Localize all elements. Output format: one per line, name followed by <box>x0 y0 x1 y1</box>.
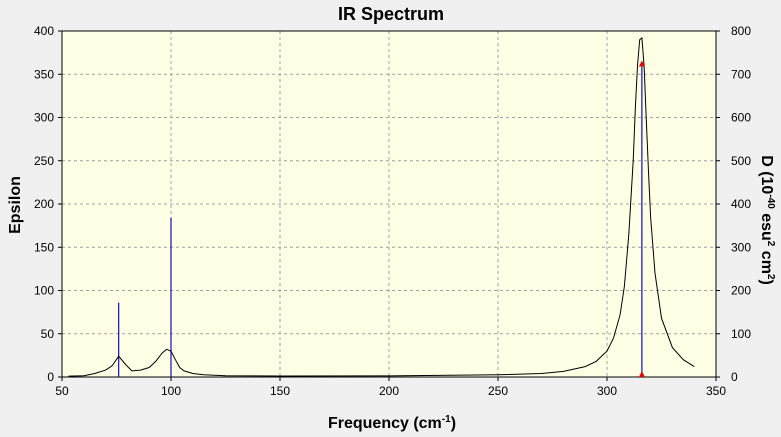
y2-tick-label: 700 <box>731 67 751 81</box>
y2-tick-label: 200 <box>731 284 751 298</box>
peak-marker-top <box>638 60 645 67</box>
x-tick-label: 150 <box>270 384 290 398</box>
peak-markers <box>638 60 645 377</box>
y2-axis-label: D (10-40 esu2 cm2) <box>758 155 776 285</box>
y-tick-label: 50 <box>41 327 55 341</box>
x-tick-label: 100 <box>161 384 181 398</box>
y-tick-label: 350 <box>34 67 54 81</box>
x-tick-label: 200 <box>379 384 399 398</box>
y-tick-label: 300 <box>34 111 54 125</box>
y2-tick-label: 600 <box>731 111 751 125</box>
spectrum-line <box>68 36 695 377</box>
y2-tick-label: 300 <box>731 240 751 254</box>
y2-axis-ticks: 0 100 200 300 400 500 600 700 800 <box>716 24 751 384</box>
y-tick-label: 100 <box>34 284 54 298</box>
y-axis-ticks: 0 50 100 150 200 250 300 350 400 <box>34 24 62 384</box>
y-tick-label: 250 <box>34 154 54 168</box>
y2-tick-label: 100 <box>731 327 751 341</box>
x-axis-ticks: 50 100 150 200 250 300 350 <box>55 377 726 398</box>
y-axis-label: Epsilon <box>7 176 24 234</box>
x-axis-label: Frequency (cm-1) <box>328 414 456 432</box>
x-tick-label: 250 <box>488 384 508 398</box>
x-tick-label: 300 <box>597 384 617 398</box>
x-tick-label: 50 <box>55 384 69 398</box>
y-tick-label: 400 <box>34 24 54 38</box>
y2-tick-label: 500 <box>731 154 751 168</box>
chart-title: IR Spectrum <box>338 4 444 24</box>
x-tick-label: 350 <box>706 384 726 398</box>
y-tick-label: 200 <box>34 197 54 211</box>
y2-tick-label: 400 <box>731 197 751 211</box>
y-tick-label: 0 <box>47 370 54 384</box>
y2-tick-label: 800 <box>731 24 751 38</box>
peak-marker-bottom <box>638 371 645 377</box>
y-tick-label: 150 <box>34 240 54 254</box>
stick-spectrum <box>118 63 643 377</box>
y2-tick-label: 0 <box>731 370 738 384</box>
